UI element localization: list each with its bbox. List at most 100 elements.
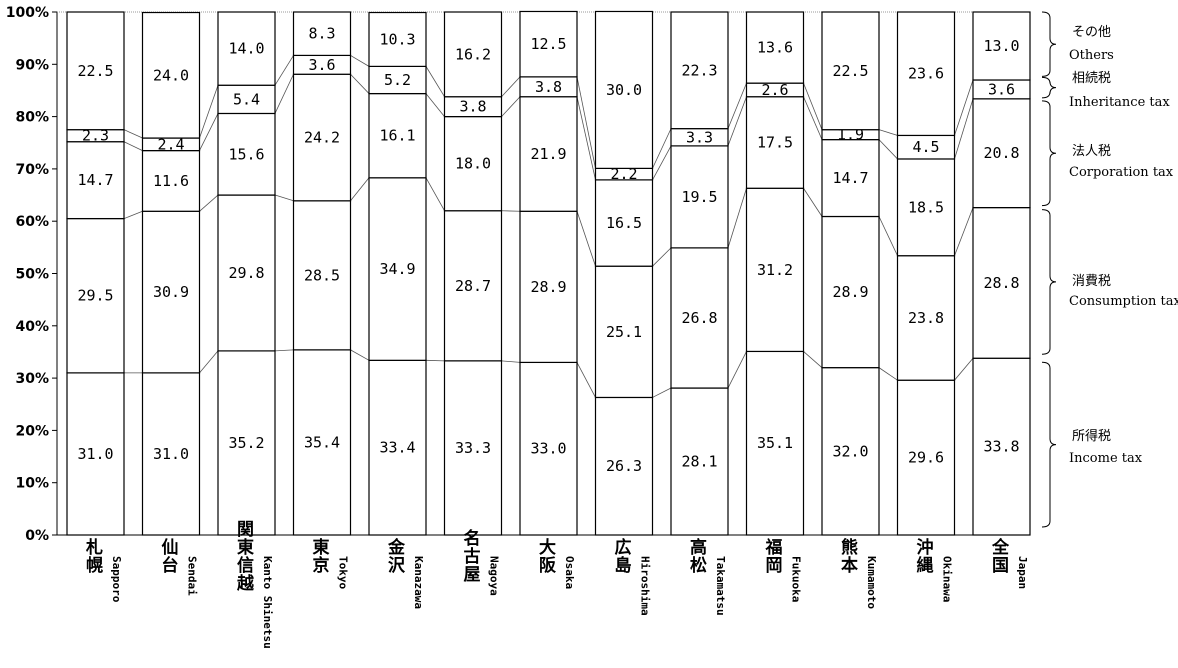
- data-label: 29.8: [228, 264, 264, 282]
- data-label: 2.6: [761, 81, 788, 99]
- data-label: 29.5: [77, 287, 113, 305]
- y-tick-label: 0%: [25, 528, 49, 544]
- connector-line: [727, 351, 747, 389]
- data-label: 14.7: [77, 171, 113, 189]
- bar-segment: [519, 10, 578, 78]
- category-label-jp: 沖縄: [913, 537, 934, 574]
- data-label: 35.1: [757, 434, 793, 452]
- data-label: 16.5: [606, 214, 642, 232]
- bar-segment: [896, 255, 956, 381]
- bar-segment: [670, 11, 729, 130]
- bar-segment: [594, 396, 654, 536]
- data-label: 3.6: [308, 56, 335, 74]
- data-label: 13.0: [983, 37, 1019, 55]
- category-label-en: Fukuoka: [790, 556, 803, 602]
- connector-line: [199, 350, 219, 374]
- connector-line: [274, 194, 294, 202]
- bar-segment: [594, 10, 654, 169]
- connector-line: [727, 96, 747, 147]
- connector-line: [878, 367, 898, 381]
- category-label-jp: 福岡: [762, 537, 784, 574]
- bar-segment: [141, 210, 201, 374]
- data-label: 5.2: [384, 71, 411, 89]
- data-label: 3.6: [988, 80, 1015, 98]
- data-label: 16.1: [379, 127, 415, 145]
- category-label-en: Tokyo: [337, 556, 350, 589]
- category-label-jp: 仙台: [158, 537, 179, 574]
- legend-brace: [1041, 209, 1057, 355]
- bar-segment: [519, 210, 578, 364]
- data-label: 14.7: [832, 169, 868, 187]
- category-label-en: Kumamoto: [865, 556, 878, 609]
- connector-line: [576, 76, 596, 169]
- connector-line: [274, 55, 294, 86]
- bar-segment: [670, 247, 729, 389]
- data-label: 11.6: [153, 172, 189, 190]
- connector-line: [727, 188, 747, 248]
- connector-line: [954, 98, 974, 160]
- bar-segment: [745, 96, 805, 189]
- bar-segment: [292, 349, 352, 536]
- bar-segment: [972, 357, 1031, 536]
- bar-segment: [368, 92, 427, 179]
- bar-segment: [745, 11, 805, 84]
- category-label-en: Nagoya: [488, 556, 501, 596]
- bar-segment: [141, 372, 201, 536]
- data-label: 28.8: [983, 274, 1019, 292]
- connector-line: [123, 129, 143, 139]
- bar-segment: [821, 11, 880, 131]
- data-label: 33.8: [983, 438, 1019, 456]
- bar-segment: [896, 379, 956, 536]
- data-label: 32.0: [832, 442, 868, 460]
- category-label-en: Takamatsu: [714, 556, 727, 616]
- data-label: 28.1: [681, 453, 717, 471]
- bar-segment: [217, 11, 276, 86]
- data-label: 22.5: [77, 62, 113, 80]
- bar-segment: [66, 372, 125, 536]
- data-label: 31.2: [757, 261, 793, 279]
- bar-segment: [972, 11, 1031, 81]
- data-label: 4.5: [912, 138, 939, 156]
- data-label: 22.5: [832, 62, 868, 80]
- data-label: 23.6: [908, 65, 944, 83]
- data-label: 15.6: [228, 145, 264, 163]
- connector-line: [727, 82, 747, 129]
- connector-line: [803, 188, 823, 217]
- category-label-jp: 高松: [686, 537, 707, 574]
- legend-label-jp: 消費税: [1072, 274, 1111, 289]
- y-tick-label: 60%: [15, 214, 49, 230]
- connector-line: [878, 216, 898, 256]
- bar-segment: [972, 207, 1031, 359]
- bar-segment: [896, 158, 956, 257]
- category-label-jp: 金沢: [384, 537, 406, 574]
- connector-line: [274, 74, 294, 114]
- bar-segment: [217, 194, 276, 352]
- connector-line: [199, 85, 219, 139]
- data-label: 17.5: [757, 133, 793, 151]
- y-tick-label: 30%: [15, 371, 49, 387]
- category-label-jp: 札幌: [82, 537, 104, 574]
- connector-line: [501, 360, 521, 363]
- data-label: 13.6: [757, 39, 793, 57]
- bar-segment: [594, 179, 654, 267]
- legend-label-en: Income tax: [1069, 451, 1143, 466]
- data-label: 28.9: [530, 278, 566, 296]
- bar-segment: [821, 367, 880, 536]
- data-label: 5.4: [233, 90, 260, 108]
- connector-line: [350, 177, 370, 202]
- y-tick-label: 70%: [15, 162, 49, 178]
- category-label-jp: 名古屋: [460, 528, 481, 583]
- y-tick-label: 90%: [15, 57, 49, 73]
- category-label-jp: 関東信越: [233, 520, 255, 592]
- bar-segment: [745, 350, 805, 536]
- bar-segment: [217, 84, 276, 115]
- connector-line: [501, 96, 521, 117]
- y-tick-label: 40%: [15, 319, 49, 335]
- data-label: 18.5: [908, 198, 944, 216]
- bar-segment: [66, 141, 125, 220]
- y-tick-label: 10%: [15, 476, 49, 492]
- bar-segment: [443, 115, 503, 212]
- data-label: 26.8: [681, 309, 717, 327]
- connector-line: [199, 194, 219, 212]
